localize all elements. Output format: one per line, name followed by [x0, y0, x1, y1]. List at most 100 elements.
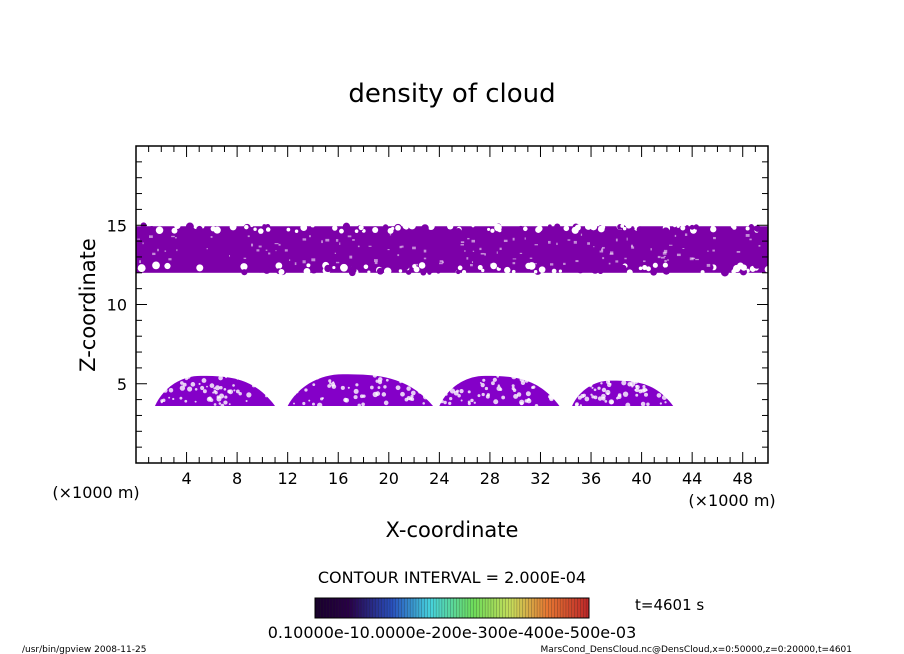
upper-cloud-speck	[354, 229, 359, 233]
upper-cloud-speck	[420, 269, 427, 276]
lower-cloud-speck	[662, 379, 667, 383]
upper-cloud-gap	[308, 264, 311, 266]
upper-cloud-speck	[224, 265, 228, 269]
lower-cloud-speck	[649, 382, 653, 385]
upper-cloud-speck	[551, 268, 557, 274]
upper-cloud-speck	[558, 269, 563, 273]
upper-cloud-gap	[609, 251, 614, 255]
upper-cloud-speck	[358, 224, 364, 231]
upper-cloud-speck	[340, 263, 348, 272]
upper-cloud-gap	[268, 252, 271, 255]
lower-cloud-speck	[484, 386, 489, 391]
upper-cloud-speck	[662, 227, 670, 235]
x-tick-label: 4	[181, 469, 191, 488]
upper-cloud-speck	[748, 224, 755, 230]
lower-cloud-speck	[267, 378, 271, 382]
upper-cloud-gap	[580, 233, 583, 236]
lower-cloud-speck	[457, 394, 461, 398]
lower-cloud-speck	[491, 381, 495, 386]
upper-cloud-speck	[625, 222, 632, 229]
lower-cloud-speck	[608, 399, 614, 405]
upper-cloud-gap	[466, 257, 469, 260]
upper-cloud-speck	[324, 264, 332, 273]
lower-cloud-speck	[395, 385, 401, 391]
upper-cloud-layer	[136, 221, 772, 277]
upper-cloud-speck	[229, 223, 237, 231]
lower-cloud-speck	[501, 395, 506, 400]
colorbar-stripe	[565, 598, 570, 618]
upper-cloud-gap	[695, 258, 699, 261]
upper-cloud-gap	[519, 252, 523, 254]
lower-cloud-speck	[214, 390, 218, 395]
upper-cloud-speck	[421, 226, 426, 231]
upper-cloud-gap	[490, 263, 494, 267]
upper-cloud-gap	[550, 263, 554, 266]
lower-cloud-speck	[223, 387, 227, 391]
lower-cloud-speck	[601, 396, 606, 401]
upper-cloud-speck	[593, 264, 601, 273]
upper-cloud-gap	[247, 235, 250, 238]
colorbar-stripe	[338, 598, 342, 618]
colorbar-stripe	[361, 598, 365, 618]
colorbar-stripe	[441, 598, 446, 618]
upper-cloud-speck	[638, 266, 643, 271]
lower-cloud-speck	[194, 400, 197, 403]
upper-cloud-gap	[302, 238, 307, 241]
lower-cloud-speck	[179, 385, 186, 391]
upper-cloud-speck	[490, 228, 495, 233]
upper-cloud-speck	[700, 270, 705, 275]
lower-cloud-speck	[526, 398, 532, 404]
upper-cloud-speck	[240, 263, 248, 271]
upper-cloud-speck	[383, 267, 392, 275]
lower-cloud-speck	[665, 393, 668, 396]
lower-cloud-speck	[246, 392, 252, 398]
upper-cloud-gap	[573, 240, 577, 244]
upper-cloud-speck	[662, 262, 668, 268]
upper-cloud-speck	[576, 266, 584, 274]
lower-cloud-speck	[361, 402, 365, 407]
upper-cloud-gap	[471, 239, 476, 243]
lower-cloud-speck	[443, 400, 447, 405]
lower-cloud-speck	[190, 382, 196, 387]
upper-cloud-speck	[286, 227, 291, 232]
lower-cloud-speck	[233, 389, 236, 392]
colorbar-stripe	[476, 598, 480, 618]
lower-cloud-speck	[480, 382, 485, 388]
colorbar-stripe	[470, 598, 475, 618]
colorbar-stripe	[332, 598, 336, 618]
colorbar-stripe	[415, 598, 420, 618]
lower-cloud-speck	[553, 382, 557, 386]
upper-cloud-gap	[496, 251, 498, 254]
upper-cloud-speck	[339, 228, 344, 234]
upper-cloud-speck	[258, 228, 264, 234]
lower-cloud-speck	[444, 392, 448, 396]
lower-cloud-speck	[591, 386, 594, 389]
upper-cloud-gap	[593, 246, 595, 248]
lower-cloud-speck	[635, 393, 639, 397]
lower-cloud-speck	[272, 378, 276, 382]
upper-cloud-speck	[349, 228, 353, 232]
upper-cloud-gap	[275, 250, 277, 252]
colorbar-stripe	[369, 598, 374, 618]
colorbar-stripe	[378, 598, 382, 618]
lower-cloud-speck	[172, 397, 175, 401]
lower-cloud-speck	[262, 385, 265, 388]
lower-cloud-speck	[321, 397, 324, 400]
lower-cloud-speck	[328, 379, 332, 383]
upper-cloud-speck	[391, 226, 395, 231]
upper-cloud-speck	[676, 224, 680, 228]
lower-cloud-speck	[238, 391, 242, 396]
upper-cloud-speck	[342, 222, 351, 230]
lower-cloud-speck	[556, 376, 559, 379]
upper-cloud-gap	[229, 255, 231, 257]
lower-cloud-speck	[659, 402, 663, 405]
lower-cloud-speck	[449, 388, 456, 394]
lower-cloud-speck	[532, 385, 536, 389]
upper-cloud-speck	[710, 223, 715, 228]
upper-cloud-speck	[287, 263, 295, 271]
upper-cloud-gap	[529, 257, 533, 259]
upper-cloud-gap	[524, 237, 526, 240]
lower-cloud-speck	[331, 384, 337, 389]
colorbar-stripe	[459, 598, 463, 618]
lower-cloud-speck	[385, 378, 389, 382]
